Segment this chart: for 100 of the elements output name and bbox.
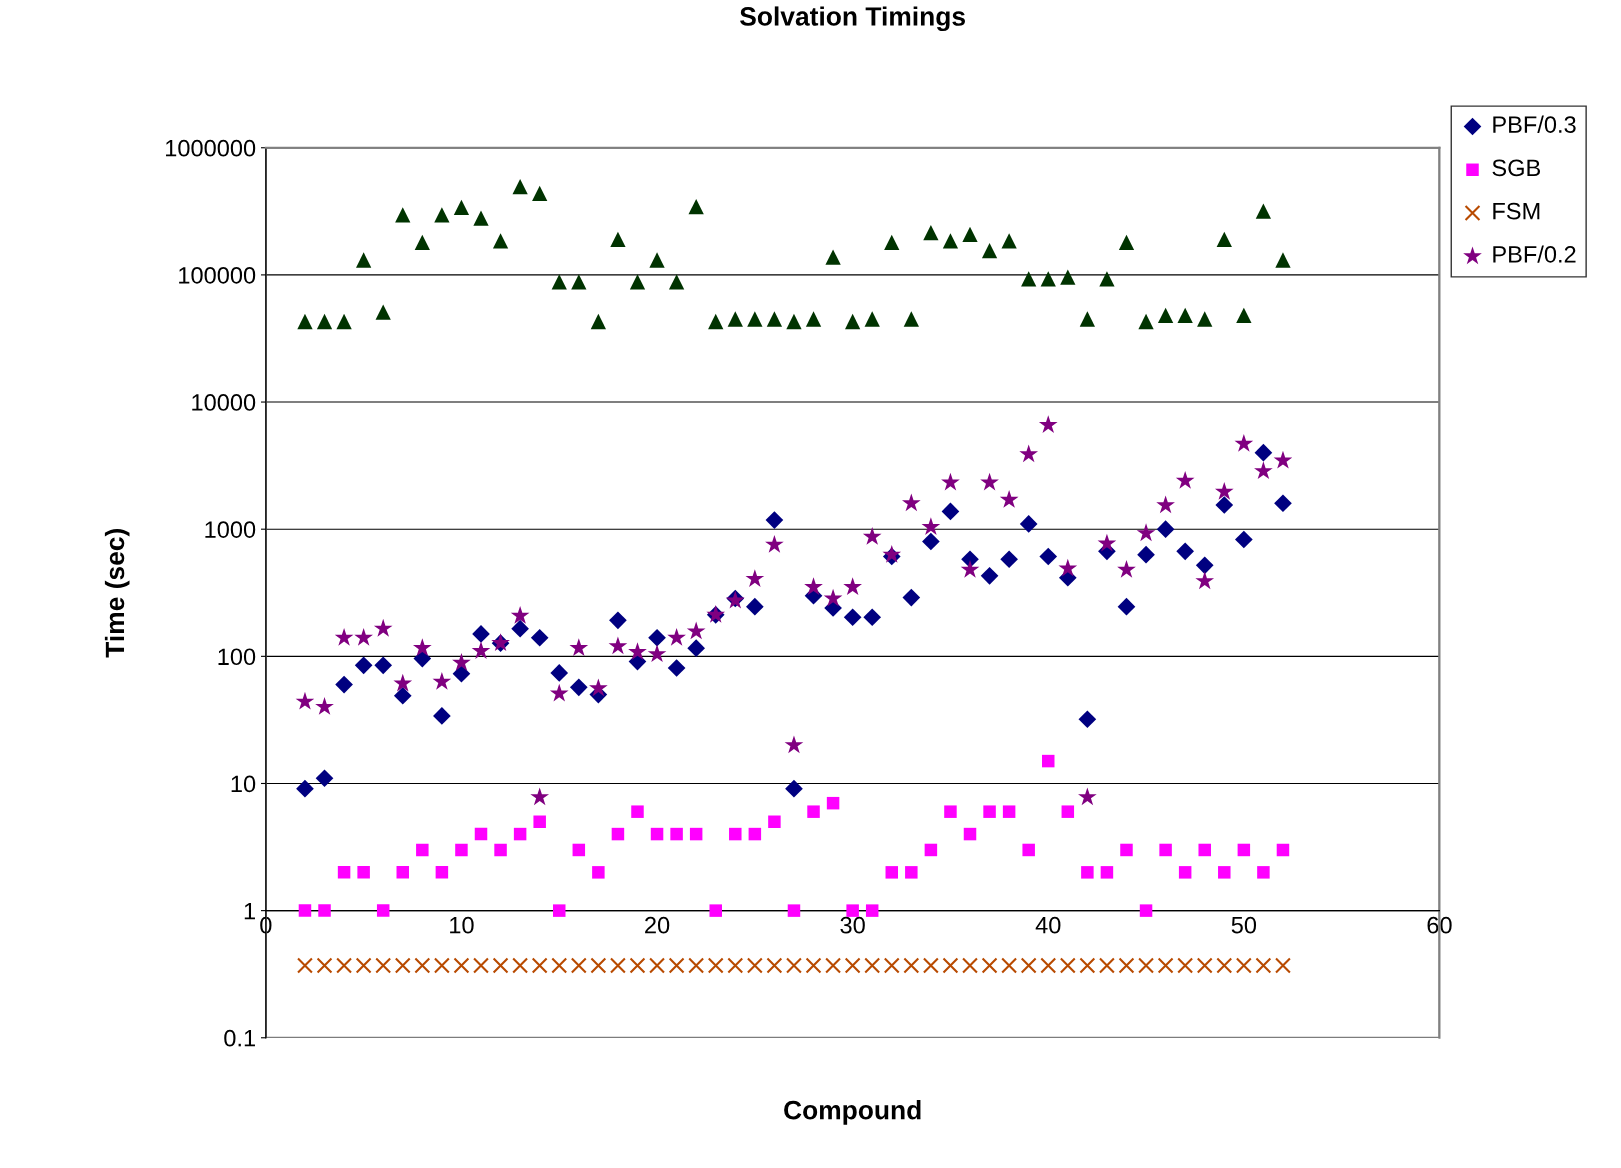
point: [569, 638, 589, 657]
point: [1196, 957, 1213, 974]
point: [981, 243, 998, 259]
point: [296, 779, 314, 798]
point: [1040, 957, 1057, 974]
point: [453, 957, 470, 974]
point: [1254, 461, 1273, 480]
point: [373, 618, 393, 637]
point: [1273, 450, 1293, 469]
x-tick-label: 20: [645, 916, 670, 934]
y-tick-label: 1000000: [166, 139, 256, 157]
point: [1156, 495, 1175, 514]
point: [648, 628, 666, 647]
point: [511, 619, 529, 638]
point: [1215, 496, 1234, 514]
point: [668, 274, 685, 290]
point: [611, 827, 625, 841]
point: [315, 769, 334, 788]
point: [1118, 234, 1135, 251]
point: [1000, 550, 1018, 569]
point: [455, 843, 468, 857]
point: [905, 866, 918, 879]
point: [865, 904, 879, 917]
point: [1061, 805, 1075, 818]
point: [805, 311, 822, 327]
point: [512, 957, 529, 974]
point: [1078, 710, 1097, 729]
point: [923, 224, 939, 241]
point: [1214, 481, 1234, 500]
point: [884, 234, 900, 251]
y-tick-label: 100: [218, 648, 256, 666]
point: [396, 866, 410, 879]
point: [709, 904, 722, 917]
point: [1195, 556, 1214, 575]
point: [963, 827, 977, 841]
point: [686, 621, 706, 640]
point: [434, 207, 450, 223]
x-axis-title: Compound: [784, 1100, 921, 1125]
point: [863, 608, 882, 627]
point: [825, 957, 842, 974]
point: [590, 313, 606, 330]
point: [1039, 547, 1058, 566]
point: [1216, 957, 1233, 974]
point: [727, 311, 743, 327]
point: [765, 534, 784, 553]
y-tick-label: 0.1: [224, 1029, 255, 1047]
point: [1022, 843, 1035, 857]
point: [981, 957, 998, 974]
point: [826, 796, 840, 810]
point: [885, 866, 899, 879]
y-tick-label: 10000: [192, 394, 256, 411]
point: [707, 957, 724, 974]
point: [748, 827, 762, 841]
point: [608, 636, 628, 655]
point: [1079, 957, 1096, 974]
point: [1137, 545, 1155, 564]
point: [494, 843, 507, 857]
point: [472, 625, 490, 643]
point: [922, 532, 940, 551]
point: [395, 207, 411, 223]
point: [374, 656, 393, 675]
point: [864, 311, 880, 327]
point: [941, 472, 960, 491]
point: [629, 957, 646, 974]
point: [628, 642, 647, 661]
point: [1235, 957, 1252, 974]
point: [785, 779, 803, 798]
point: [1198, 843, 1211, 857]
point: [823, 588, 843, 607]
point: [962, 957, 978, 974]
point: [1176, 542, 1195, 561]
point: [746, 597, 764, 616]
point: [883, 957, 900, 974]
point: [473, 957, 489, 974]
point: [1019, 444, 1039, 463]
x-tick-label: 50: [1231, 916, 1257, 934]
point: [354, 656, 373, 675]
point: [473, 210, 489, 226]
point: [902, 588, 921, 607]
point: [825, 249, 841, 265]
point: [1081, 866, 1094, 879]
point: [336, 313, 352, 330]
point: [512, 178, 528, 195]
point: [687, 639, 705, 657]
point: [552, 904, 566, 917]
point: [845, 313, 861, 330]
point: [355, 957, 372, 974]
point: [1118, 957, 1135, 974]
point: [1197, 311, 1213, 327]
point: [433, 957, 450, 974]
point: [412, 638, 432, 657]
point: [1138, 957, 1155, 974]
point: [942, 957, 959, 974]
point: [1078, 787, 1097, 806]
point: [1274, 494, 1292, 513]
point: [1136, 523, 1156, 542]
point: [944, 805, 957, 818]
point: [766, 957, 783, 974]
point: [901, 493, 921, 512]
point: [551, 274, 567, 290]
